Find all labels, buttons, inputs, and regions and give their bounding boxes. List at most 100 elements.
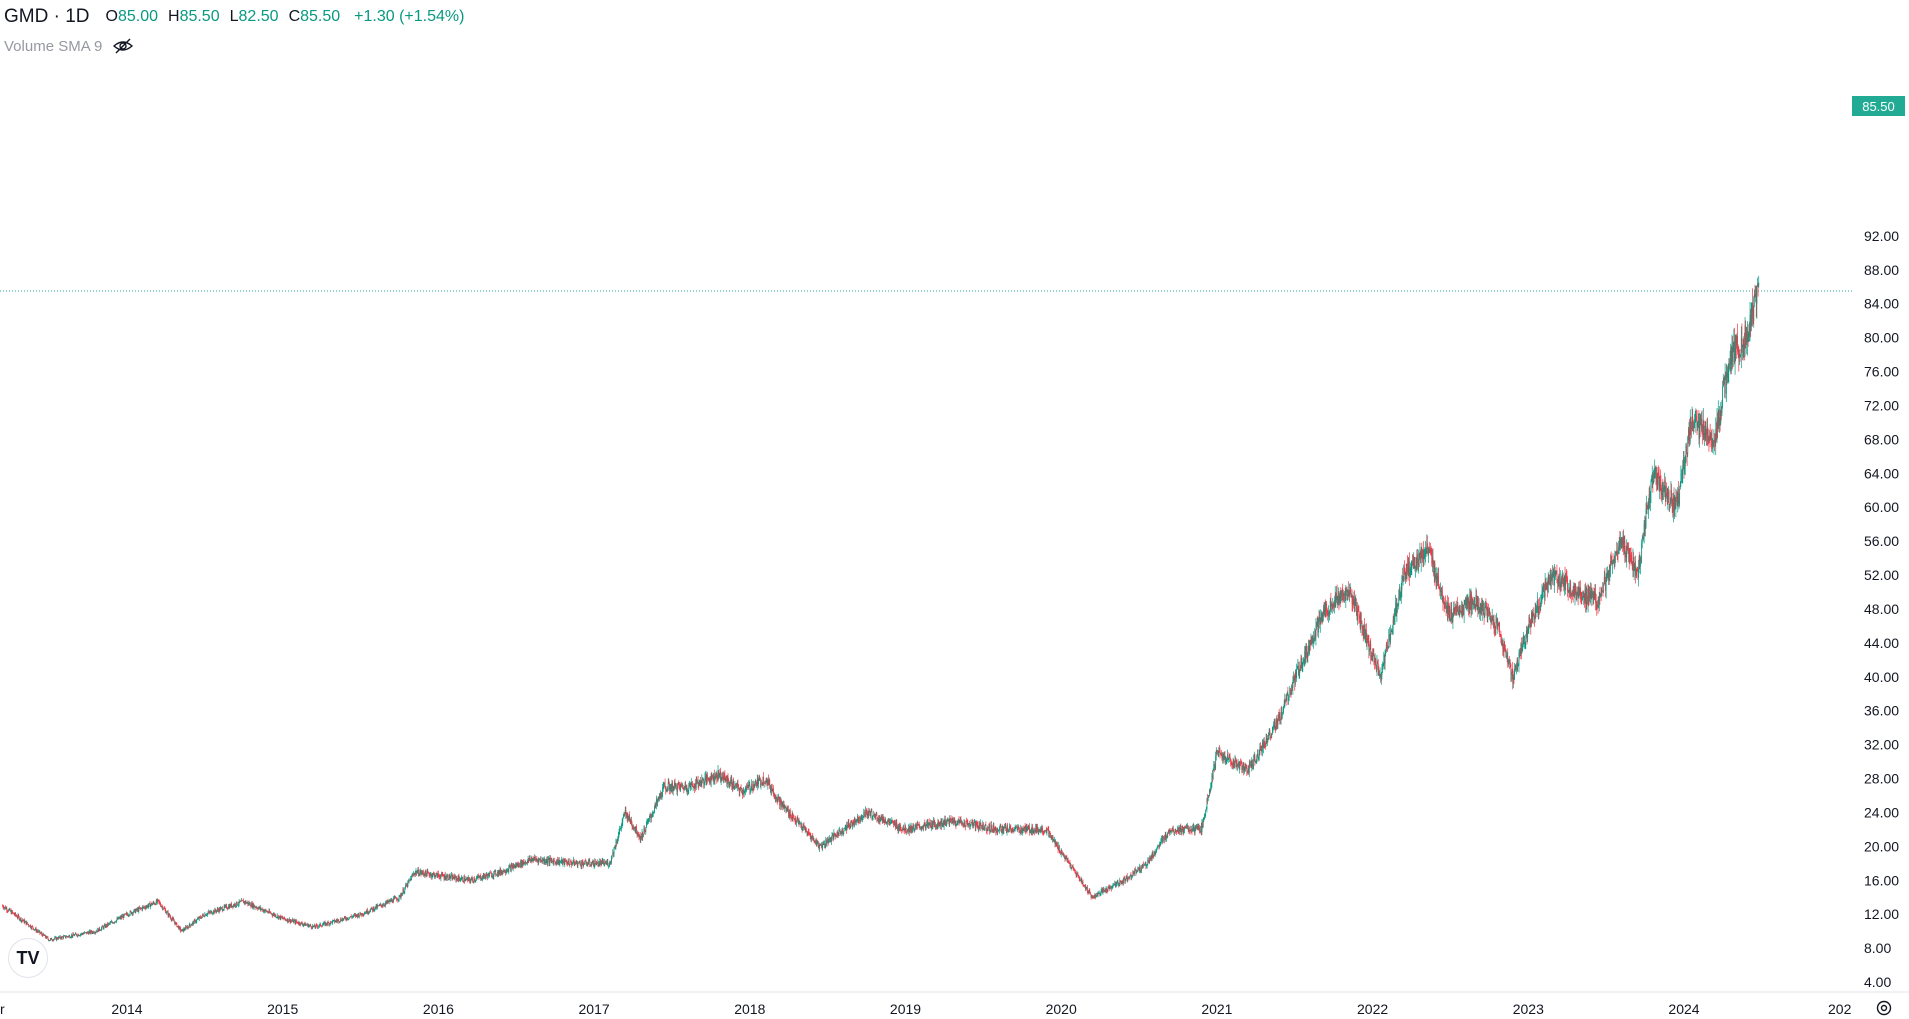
candle-body — [1285, 698, 1286, 700]
candle-body — [319, 923, 321, 925]
candle-body — [543, 858, 545, 862]
candle-body — [908, 827, 910, 832]
candle-body — [130, 911, 132, 913]
candle-body — [1400, 589, 1402, 595]
candle-body — [992, 825, 994, 832]
candle-body — [1233, 760, 1235, 766]
candle-body — [1188, 828, 1190, 831]
candle-body — [1452, 615, 1454, 622]
candle-body — [819, 844, 821, 846]
candle-body — [1110, 887, 1111, 890]
candle-body — [299, 922, 300, 925]
candle-body — [1321, 612, 1323, 618]
candle-body — [469, 880, 471, 882]
candle-body — [1228, 758, 1230, 760]
candle-body — [779, 797, 781, 806]
candle-body — [413, 873, 414, 876]
candle-body — [1068, 862, 1070, 863]
candle-body — [315, 924, 317, 928]
candle-body — [720, 779, 722, 781]
candle-body — [592, 860, 594, 863]
candle-body — [1114, 882, 1116, 887]
candle-body — [83, 933, 85, 935]
candle-body — [1240, 763, 1242, 764]
candle-body — [1041, 827, 1043, 831]
candle-body — [1004, 826, 1006, 828]
candle-body — [367, 909, 368, 914]
candle-body — [887, 821, 888, 824]
candle-body — [784, 807, 786, 809]
candle-body — [1093, 896, 1095, 899]
candle-body — [1192, 825, 1194, 829]
candle-body — [1446, 602, 1448, 615]
candle-body — [1450, 619, 1451, 621]
candle-body — [126, 913, 128, 915]
candle-body — [930, 827, 932, 828]
candle-body — [1501, 639, 1503, 646]
candle-body — [1040, 828, 1042, 831]
candle-body — [65, 937, 67, 938]
candle-body — [563, 859, 564, 861]
candle-body — [938, 823, 940, 826]
candle-body — [390, 899, 392, 902]
candle-body — [946, 819, 948, 820]
candle-body — [419, 872, 421, 876]
candle-body — [441, 873, 443, 875]
candle-body — [1002, 825, 1004, 832]
candle-body — [1067, 858, 1068, 860]
candle-body — [23, 919, 25, 923]
candle-body — [1216, 750, 1218, 752]
candle-body — [692, 786, 694, 788]
candle-body — [1123, 877, 1125, 880]
candle-body — [78, 934, 79, 936]
candle-body — [511, 865, 513, 867]
candle-body — [1514, 667, 1516, 669]
candle-body — [456, 877, 457, 880]
candle-body — [424, 870, 426, 876]
candle-body — [290, 920, 292, 923]
candle-body — [629, 819, 631, 823]
candle-body — [584, 860, 586, 862]
candle-body — [1521, 649, 1523, 654]
candle-body — [1124, 879, 1126, 881]
candle-body — [426, 871, 428, 877]
candle-body — [1320, 617, 1322, 621]
candle-body — [781, 800, 782, 807]
candle-body — [1413, 557, 1415, 560]
candle-body — [578, 861, 580, 863]
candle-body — [1364, 636, 1366, 638]
candle-body — [365, 912, 367, 914]
candle-body — [188, 926, 190, 928]
candle-body — [279, 915, 281, 919]
candle-body — [837, 832, 839, 836]
candle-body — [1461, 606, 1463, 617]
candle-body — [267, 911, 269, 913]
candle-body — [489, 872, 491, 874]
candle-body — [794, 818, 796, 820]
candle-body — [45, 937, 47, 939]
candle-body — [1477, 602, 1479, 610]
candle-body — [175, 922, 177, 924]
candle-body — [276, 917, 278, 918]
candle-body — [91, 932, 93, 934]
candle-body — [13, 914, 15, 915]
candle-body — [1140, 870, 1142, 872]
candle-body — [1232, 760, 1234, 766]
candle-body — [1421, 549, 1423, 557]
candle-body — [537, 860, 539, 863]
candle-body — [1220, 752, 1222, 757]
candle-body — [391, 899, 393, 903]
candle-body — [796, 820, 797, 823]
candle-body — [1410, 566, 1412, 569]
candle-body — [1007, 826, 1009, 830]
candle-body — [583, 863, 584, 867]
candle-body — [185, 926, 186, 930]
candle-body — [846, 826, 848, 831]
candle-body — [435, 873, 437, 877]
candle-body — [1553, 571, 1555, 585]
candle-body — [1237, 764, 1238, 767]
candle-body — [756, 783, 758, 788]
candle-body — [1215, 751, 1217, 756]
candle-body — [1213, 764, 1215, 770]
